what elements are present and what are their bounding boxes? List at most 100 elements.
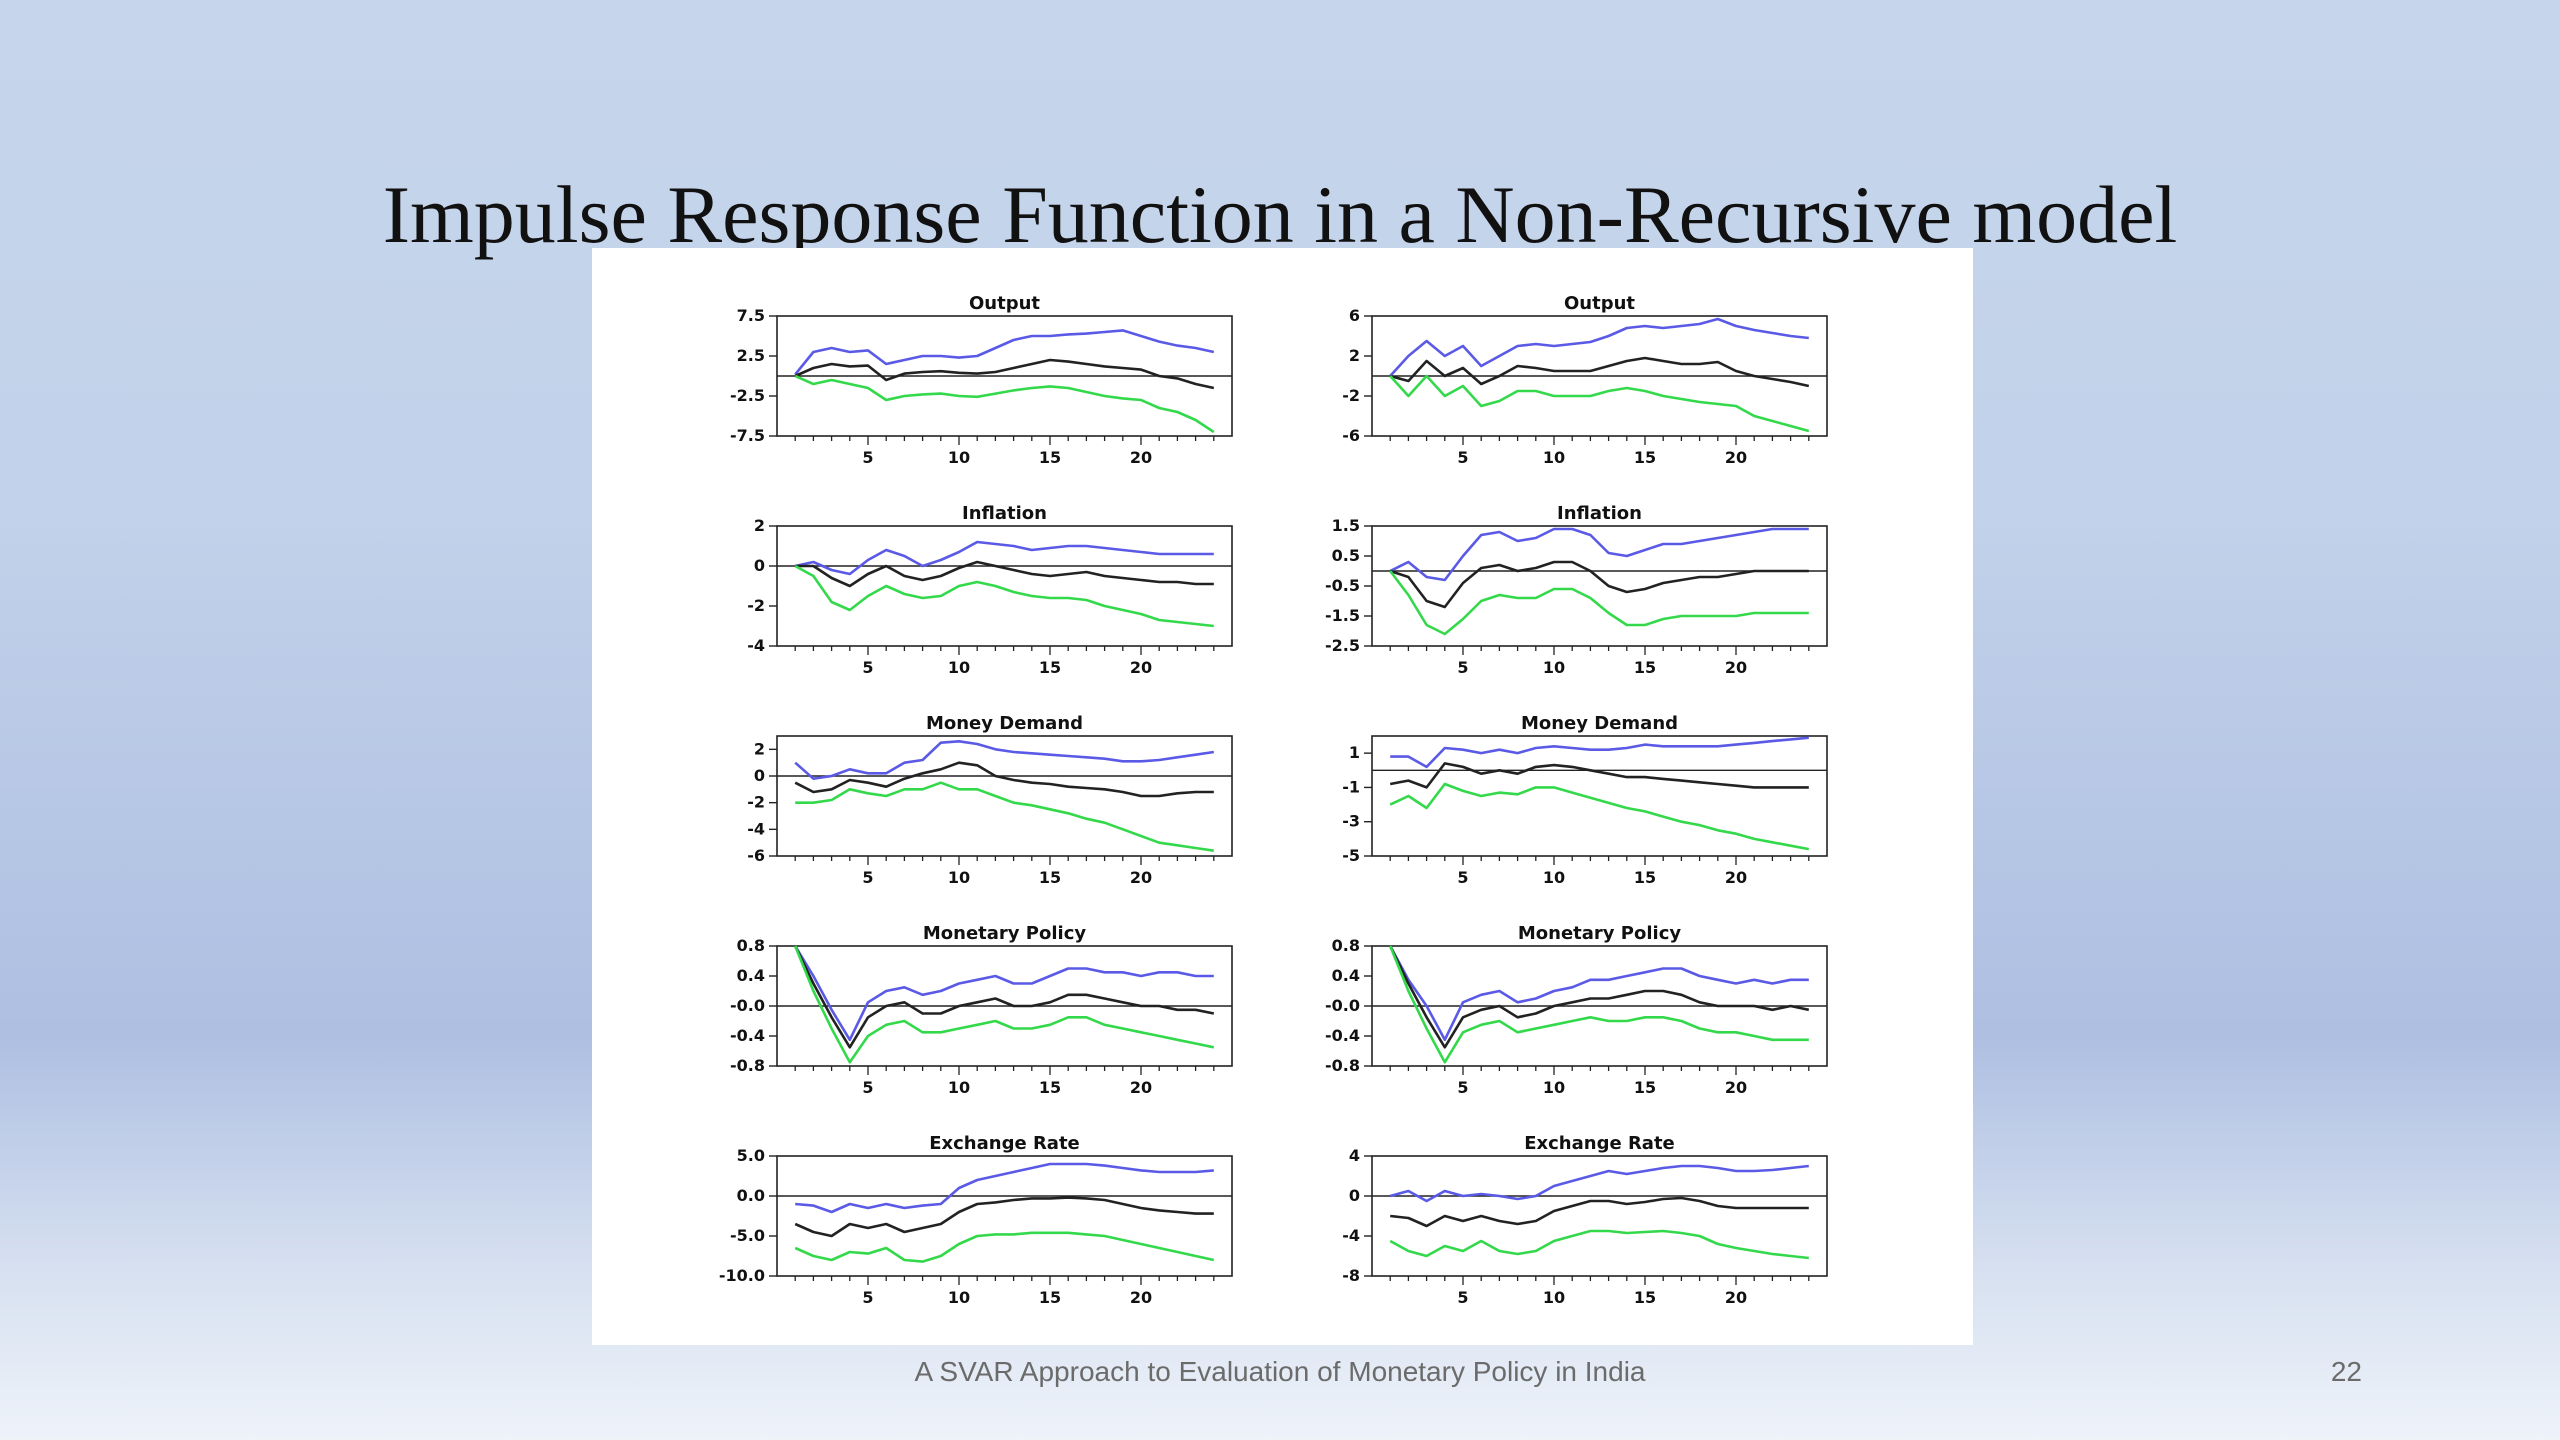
y-tick-label: 0.4	[1332, 966, 1360, 985]
y-tick-label: -0.4	[730, 1026, 765, 1045]
response-line	[794, 945, 1215, 1049]
x-tick-label: 15	[1039, 868, 1061, 887]
x-tick-label: 10	[1543, 448, 1565, 467]
x-tick-label: 15	[1039, 658, 1061, 677]
y-tick-label: 1	[1349, 743, 1360, 762]
x-tick-label: 5	[862, 868, 873, 887]
x-tick-label: 10	[1543, 1078, 1565, 1097]
chart-title: Exchange Rate	[1524, 1133, 1675, 1154]
figure-panel: Output 7.5 2.5 -2.5 -7.5 5 10 15 20 Output 6 2 -2 -6 5…	[592, 248, 1973, 1345]
chart-right-3: Monetary Policy 0.8 0.4 -0.0 -0.4 -0.8 5 10 15 20	[1325, 923, 1828, 1097]
chart-left-3: Monetary Policy 0.8 0.4 -0.0 -0.4 -0.8 5 10 15 20	[730, 923, 1233, 1097]
y-tick-label: 1.5	[1332, 516, 1360, 535]
y-tick-label: -0.0	[1325, 996, 1360, 1015]
y-tick-label: 0	[754, 556, 765, 575]
plot-frame	[776, 1155, 1233, 1277]
upper-band-line	[1389, 527, 1809, 582]
y-tick-label: 2.5	[737, 346, 765, 365]
x-tick-label: 15	[1634, 448, 1656, 467]
x-tick-label: 20	[1725, 658, 1747, 677]
x-tick-label: 10	[948, 448, 970, 467]
y-tick-label: -2	[747, 596, 765, 615]
x-tick-label: 15	[1039, 1288, 1061, 1307]
y-tick-label: -7.5	[730, 426, 765, 445]
chart-title: Inflation	[962, 503, 1047, 524]
y-tick-label: 0.5	[1332, 546, 1360, 565]
x-tick-label: 5	[862, 658, 873, 677]
chart-left-4: Exchange Rate 5.0 0.0 -5.0 -10.0 5 10 15 20	[719, 1133, 1233, 1307]
y-tick-label: -10.0	[719, 1266, 765, 1285]
x-tick-label: 10	[948, 1288, 970, 1307]
lower-band-line	[794, 374, 1215, 434]
x-tick-label: 10	[948, 1078, 970, 1097]
y-tick-label: -2.5	[1325, 636, 1360, 655]
y-tick-label: 4	[1349, 1146, 1360, 1165]
y-tick-label: -2	[1342, 386, 1360, 405]
lower-band-line	[795, 781, 1214, 852]
upper-band-line	[1389, 945, 1809, 1042]
plot-frame	[1371, 735, 1828, 857]
y-tick-label: -2	[747, 793, 765, 812]
y-tick-label: -0.8	[1325, 1056, 1360, 1075]
lower-band-line	[1389, 374, 1810, 433]
x-tick-label: 20	[1130, 868, 1152, 887]
lower-band-line	[1389, 570, 1809, 636]
chart-left-0: Output 7.5 2.5 -2.5 -7.5 5 10 15 20	[730, 293, 1233, 467]
response-line	[1389, 762, 1809, 789]
x-tick-label: 5	[862, 1288, 873, 1307]
response-line	[795, 560, 1214, 588]
upper-band-line	[1389, 1164, 1809, 1203]
lower-band-line	[794, 564, 1214, 628]
x-tick-label: 20	[1725, 1288, 1747, 1307]
y-tick-label: -0.4	[1325, 1026, 1360, 1045]
x-tick-label: 5	[862, 1078, 873, 1097]
y-tick-label: 7.5	[737, 306, 765, 325]
x-tick-label: 15	[1634, 1078, 1656, 1097]
y-tick-label: 2	[754, 516, 765, 535]
y-tick-label: -0.8	[730, 1056, 765, 1075]
x-tick-label: 20	[1725, 1078, 1747, 1097]
y-tick-label: -4	[747, 636, 765, 655]
plot-frame	[1371, 1155, 1828, 1277]
y-tick-label: -1.5	[1325, 606, 1360, 625]
x-tick-label: 5	[1457, 448, 1468, 467]
upper-band-line	[795, 1162, 1214, 1214]
upper-band-line	[794, 329, 1215, 376]
y-tick-label: 0.4	[737, 966, 765, 985]
y-tick-label: 0.0	[737, 1186, 765, 1205]
response-line	[1389, 945, 1810, 1049]
chart-right-4: Exchange Rate 4 0 -4 -8 5 10 15 20	[1342, 1133, 1828, 1307]
y-tick-label: -6	[747, 846, 765, 865]
y-tick-label: 2	[754, 739, 765, 758]
y-tick-label: 0	[1349, 1186, 1360, 1205]
x-tick-label: 5	[1457, 658, 1468, 677]
x-tick-label: 10	[1543, 1288, 1565, 1307]
upper-band-line	[794, 945, 1214, 1042]
response-line	[1390, 1196, 1809, 1228]
x-tick-label: 20	[1130, 448, 1152, 467]
y-tick-label: -8	[1342, 1266, 1360, 1285]
chart-right-1: Inflation 1.5 0.5 -0.5 -1.5 -2.5 5 10 15 20	[1325, 503, 1828, 677]
upper-band-line	[1389, 317, 1809, 377]
lower-band-line	[794, 1231, 1215, 1263]
x-tick-label: 20	[1725, 448, 1747, 467]
chart-title: Money Demand	[926, 713, 1083, 734]
chart-right-0: Output 6 2 -2 -6 5 10 15 20	[1342, 293, 1828, 467]
chart-right-2: Money Demand 1 -1 -3 -5 5 10 15 20	[1342, 713, 1828, 887]
x-tick-label: 20	[1130, 1288, 1152, 1307]
chart-title: Monetary Policy	[1518, 923, 1681, 944]
y-tick-label: 5.0	[737, 1146, 765, 1165]
response-line	[1389, 560, 1809, 609]
lower-band-line	[1388, 945, 1809, 1064]
chart-title: Exchange Rate	[929, 1133, 1080, 1154]
response-line	[794, 761, 1214, 798]
plot-frame	[776, 735, 1233, 857]
x-tick-label: 15	[1039, 448, 1061, 467]
chart-title: Money Demand	[1521, 713, 1678, 734]
x-tick-label: 10	[948, 658, 970, 677]
response-line	[794, 358, 1215, 390]
x-tick-label: 10	[1543, 868, 1565, 887]
y-tick-label: 6	[1349, 306, 1360, 325]
